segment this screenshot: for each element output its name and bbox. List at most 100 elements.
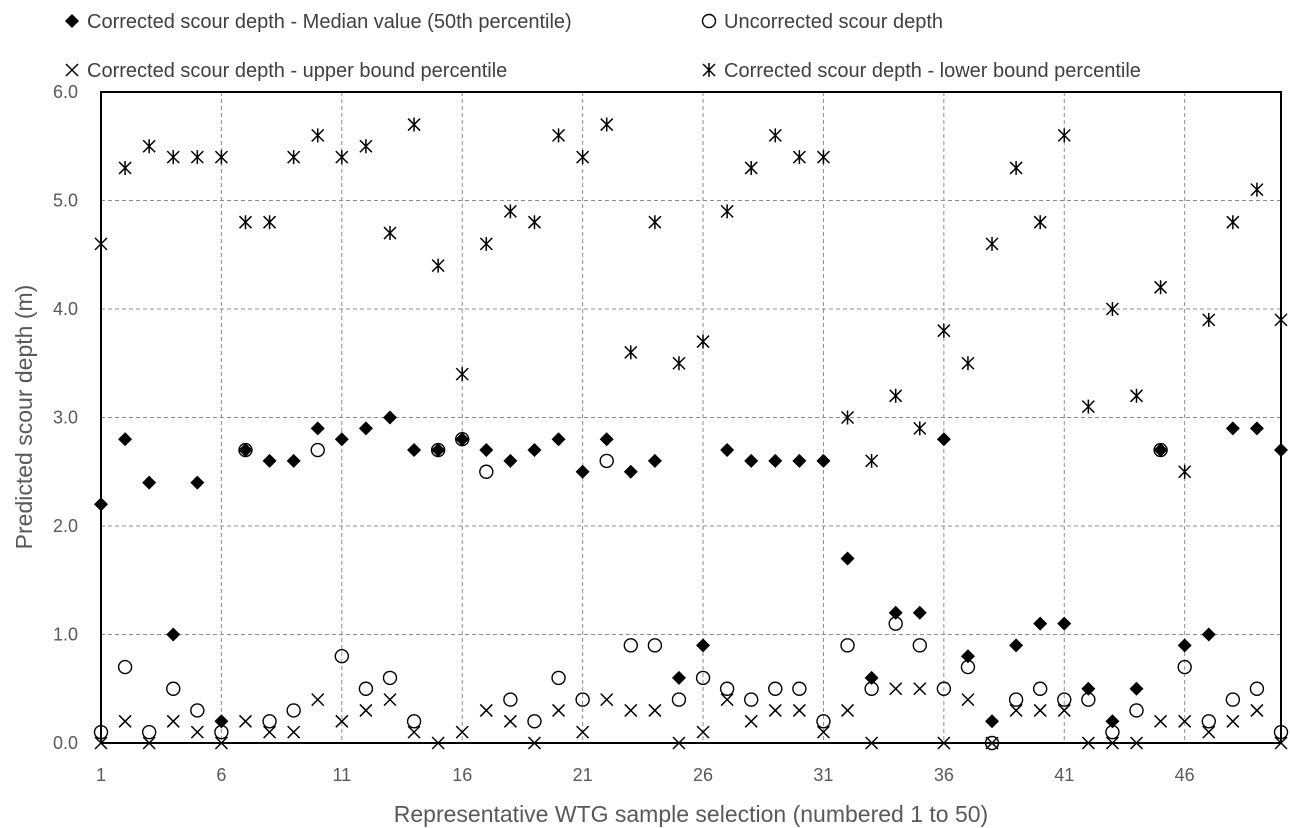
upper-bound-point xyxy=(335,714,349,728)
upper-bound-point xyxy=(311,693,325,707)
legend-item-lower-bound: Corrected scour depth - lower bound perc… xyxy=(702,60,1141,82)
uncorrected-point xyxy=(141,724,157,740)
median-point xyxy=(166,627,181,642)
uncorrected-point xyxy=(623,638,638,653)
median-point xyxy=(912,605,927,620)
uncorrected-point xyxy=(575,692,590,707)
lower-bound-point xyxy=(792,150,806,165)
y-tick-label: 3.0 xyxy=(53,408,78,428)
x-tick-label: 31 xyxy=(813,765,833,785)
upper-bound-point xyxy=(841,703,855,717)
lower-bound-point xyxy=(190,150,204,165)
x-tick-label: 46 xyxy=(1175,765,1195,785)
x-tick-label: 1 xyxy=(96,765,106,785)
lower-bound-point xyxy=(576,150,590,165)
legend-item-uncorrected: Uncorrected scour depth xyxy=(701,11,943,33)
median-point xyxy=(1153,443,1168,458)
median-point xyxy=(816,453,831,468)
lower-bound-point xyxy=(1250,182,1264,197)
uncorrected-point xyxy=(936,681,952,696)
upper-bound-point xyxy=(720,693,734,707)
median-point xyxy=(960,649,975,664)
lower-bound-point xyxy=(720,204,734,219)
median-point xyxy=(720,443,735,458)
tick-labels: 0.01.02.03.04.05.06.01 6 11 16 21 26 31 36 41 46 xyxy=(53,82,1195,785)
lower-bound-point xyxy=(768,128,782,143)
median-point xyxy=(238,443,253,458)
median-point xyxy=(623,464,638,479)
uncorrected-point xyxy=(1129,703,1144,718)
lower-bound-point xyxy=(961,356,975,371)
median-point xyxy=(190,475,205,490)
lower-bound-point xyxy=(142,139,156,154)
median-point xyxy=(431,443,446,458)
median-point xyxy=(985,714,1000,729)
lower-bound-point xyxy=(696,334,710,349)
upper-bound-point xyxy=(359,703,373,717)
uncorrected-point xyxy=(792,681,807,696)
upper-bound-point xyxy=(383,693,397,707)
uncorrected-point xyxy=(503,692,518,707)
uncorrected-point xyxy=(840,638,855,653)
lower-bound-point xyxy=(985,236,999,251)
median-point xyxy=(262,453,277,468)
lower-bound-point xyxy=(1226,215,1240,230)
legend-item-upper-bound: Corrected scour depth - upper bound perc… xyxy=(65,60,507,82)
lower-bound-point xyxy=(552,128,566,143)
median-point xyxy=(792,453,807,468)
upper-bound-point xyxy=(407,725,421,739)
legend-marker-asterisk xyxy=(702,63,716,77)
median-point xyxy=(888,605,903,620)
x-tick-label: 36 xyxy=(934,765,954,785)
x-tick-label: 41 xyxy=(1054,765,1074,785)
legend: Corrected scour depth - Median value (50… xyxy=(65,11,1141,82)
lower-bound-point xyxy=(937,323,951,338)
upper-bound-point xyxy=(287,725,301,739)
upper-bound-point xyxy=(263,725,277,739)
upper-bound-point xyxy=(1178,714,1192,728)
median-point xyxy=(864,670,879,685)
median-point xyxy=(744,453,759,468)
uncorrected-point xyxy=(1032,681,1048,696)
y-tick-label: 5.0 xyxy=(53,191,78,211)
lower-bound-point xyxy=(527,215,541,230)
median-point xyxy=(936,432,951,447)
lower-bound-point xyxy=(865,453,879,468)
uncorrected-point xyxy=(719,681,735,696)
lower-bound-point xyxy=(383,226,397,241)
median-point xyxy=(551,432,566,447)
median-point xyxy=(671,670,686,685)
uncorrected-point xyxy=(671,692,687,707)
legend-label-upper-bound: Corrected scour depth - upper bound perc… xyxy=(87,60,507,82)
lower-bound-point xyxy=(479,236,493,251)
median-point xyxy=(1081,681,1096,696)
uncorrected-point xyxy=(1225,692,1241,707)
lower-bound-point xyxy=(648,215,662,230)
median-point xyxy=(696,638,711,653)
upper-bound-point xyxy=(696,725,710,739)
median-point xyxy=(1009,638,1024,653)
median-point xyxy=(503,453,518,468)
lower-bound-point xyxy=(1033,215,1047,230)
upper-bound-point xyxy=(816,725,830,739)
upper-bound-point xyxy=(624,703,638,717)
median-point xyxy=(1129,681,1144,696)
uncorrected-point xyxy=(912,638,927,653)
legend-marker-diamond xyxy=(65,14,79,28)
uncorrected-point xyxy=(1201,714,1216,729)
upper-bound-point xyxy=(768,703,782,717)
uncorrected-point xyxy=(334,649,350,664)
lower-bound-point xyxy=(359,139,373,154)
median-point xyxy=(382,410,397,425)
lower-bound-point xyxy=(1105,302,1119,316)
median-point xyxy=(575,464,590,479)
median-point xyxy=(527,443,542,458)
lower-bound-point xyxy=(1081,399,1095,414)
lower-bound-point xyxy=(503,204,517,219)
uncorrected-point xyxy=(744,692,759,707)
lower-bound-point xyxy=(672,356,686,371)
uncorrected-point xyxy=(117,659,133,675)
median-point xyxy=(455,432,470,447)
upper-bound-point xyxy=(118,714,132,728)
uncorrected-point xyxy=(286,703,301,718)
